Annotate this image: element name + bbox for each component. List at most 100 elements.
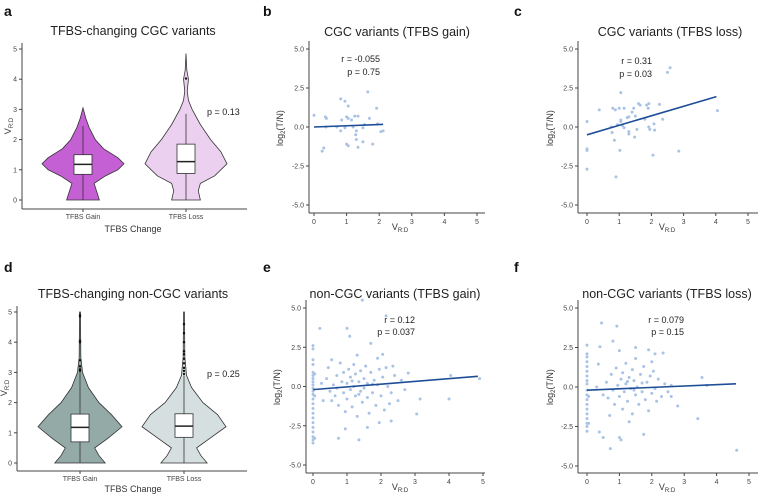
y-tick-label: 5.0 [291, 306, 301, 313]
data-point [597, 430, 601, 434]
data-point [621, 407, 625, 411]
data-point [313, 436, 317, 440]
data-point [356, 114, 360, 118]
y-axis-label: log2(T/N) [545, 369, 557, 405]
y-tick-label: -2.5 [289, 423, 301, 430]
data-point [369, 341, 373, 345]
data-point [715, 109, 719, 113]
x-tick-label: 1 [345, 479, 349, 486]
data-point [596, 362, 600, 366]
panel-e: e non-CGC variants (TFBS gain) 5.0 2.5 0.0 -2… [263, 259, 485, 494]
p-value-annotation: p = 0.037 [377, 327, 415, 337]
x-tick-label: 1 [617, 479, 621, 486]
data-point [617, 106, 621, 110]
data-point [660, 394, 664, 398]
y-tick-label: 0.0 [294, 125, 304, 132]
x-axis-label-sub: R:D [665, 228, 676, 234]
outlier-point [182, 331, 186, 335]
data-point [585, 343, 589, 347]
y-axis-label-pre: log [275, 134, 285, 146]
data-point [361, 140, 365, 144]
y-axis-label-sub: R:D [5, 379, 11, 390]
data-point [638, 372, 642, 376]
data-point [621, 371, 625, 375]
data-point [610, 130, 614, 134]
data-point [619, 438, 623, 442]
y-axis-label-sub: 2 [278, 389, 284, 393]
x-tick-label: 3 [413, 479, 417, 486]
x-tick-label: 4 [442, 219, 446, 226]
data-point [311, 383, 315, 387]
data-point [331, 383, 335, 387]
data-point [382, 408, 386, 412]
data-point [338, 361, 342, 365]
x-tick-label: 0 [585, 479, 589, 486]
data-point [365, 425, 369, 429]
data-point [348, 375, 352, 379]
data-point [615, 324, 619, 328]
x-axis-label: VR:D [392, 482, 409, 494]
data-point [393, 374, 397, 378]
data-point [311, 380, 315, 384]
data-point [646, 106, 650, 110]
data-point [355, 414, 359, 418]
data-point [381, 375, 385, 379]
panel-d: d TFBS-changing non-CGC variants 0 1 2 3 4 5 VR:… [0, 259, 247, 494]
x-tick-label: 2 [379, 479, 383, 486]
data-point [650, 360, 654, 364]
y-tick-label: 2.5 [563, 345, 573, 352]
data-point [357, 380, 361, 384]
x-tick-label: TFBS Loss [169, 214, 204, 221]
y-tick-label: 2.5 [294, 86, 304, 93]
data-point [321, 399, 325, 403]
data-point [696, 417, 700, 421]
data-point [357, 438, 361, 442]
data-point [643, 398, 647, 402]
data-point [356, 145, 360, 149]
data-point [379, 394, 383, 398]
data-point [311, 430, 315, 434]
data-point [362, 386, 366, 390]
panel-b: b CGC variants (TFBS gain) 5.0 2.5 0.0 -2.5 -5… [263, 3, 485, 234]
data-point [585, 364, 589, 368]
data-point [360, 400, 364, 404]
y-axis-label: log2(T/N) [272, 369, 284, 405]
data-point [343, 427, 347, 431]
data-point [415, 412, 419, 416]
data-point [406, 371, 410, 375]
data-point [345, 397, 349, 401]
y-axis-label-sub: 2 [551, 130, 557, 134]
x-axis-label: VR:D [659, 482, 676, 494]
x-tick-label: 0 [311, 479, 315, 486]
data-point [617, 394, 621, 398]
data-point [630, 110, 634, 114]
data-point [617, 436, 621, 440]
data-point [677, 149, 681, 153]
y-tick-label: 1 [8, 430, 12, 437]
data-point [357, 392, 361, 396]
data-point [339, 129, 343, 133]
data-point [320, 149, 324, 153]
data-point [608, 413, 612, 417]
outlier-point [182, 372, 186, 376]
data-point [312, 113, 316, 117]
data-point [391, 364, 395, 368]
data-point [367, 116, 371, 120]
data-point [666, 70, 669, 74]
data-point [647, 409, 651, 413]
data-point [617, 349, 621, 353]
data-point [585, 148, 589, 152]
data-point [322, 146, 326, 150]
y-tick-label: 3 [8, 370, 12, 377]
data-point [311, 347, 315, 351]
y-tick-label: 5.0 [294, 47, 304, 54]
x-tick-label: 5 [746, 219, 750, 226]
data-point [613, 402, 617, 406]
chart-title: non-CGC variants (TFBS gain) [310, 287, 481, 301]
data-point [632, 106, 636, 110]
data-point [337, 436, 340, 440]
data-point [374, 403, 378, 407]
data-point [359, 369, 363, 373]
data-point [311, 358, 315, 362]
